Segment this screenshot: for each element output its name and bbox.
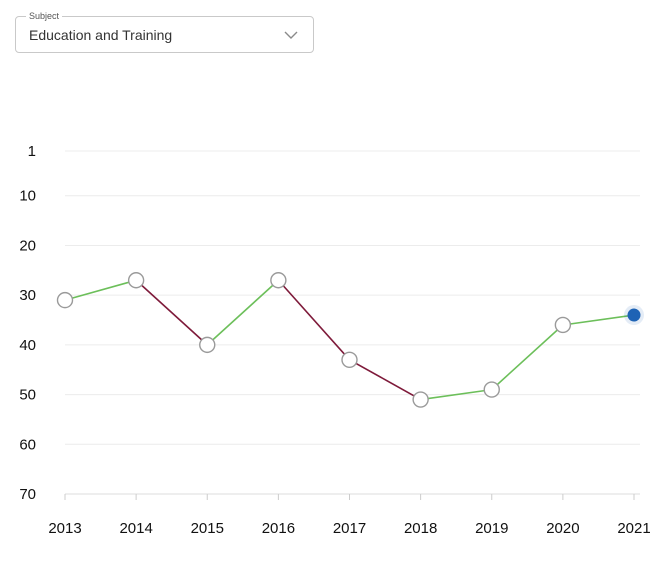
x-tick-label: 2020 xyxy=(546,520,579,537)
x-tick-label: 2019 xyxy=(475,520,508,537)
data-point[interactable] xyxy=(412,391,429,408)
x-tick-label: 2015 xyxy=(191,520,224,537)
subject-select-value: Education and Training xyxy=(29,27,173,43)
y-tick-label: 40 xyxy=(19,337,36,354)
line-segment xyxy=(135,279,208,346)
x-tick-label: 2017 xyxy=(333,520,366,537)
data-point[interactable] xyxy=(341,351,358,368)
y-tick-label: 20 xyxy=(19,237,36,254)
data-point[interactable] xyxy=(199,336,216,354)
data-point[interactable] xyxy=(554,316,572,334)
line-segment xyxy=(349,359,422,401)
x-tick-label: 2018 xyxy=(404,520,437,537)
line-segment xyxy=(277,279,351,361)
data-point[interactable] xyxy=(56,291,74,309)
line-segment xyxy=(491,324,564,391)
x-axis: 2013 2014 2015 2016 2017 2018 2019 2020 2021 xyxy=(48,493,651,537)
data-point[interactable] xyxy=(127,272,145,289)
chart-lines xyxy=(64,279,635,401)
y-tick-label: 1 xyxy=(28,143,36,160)
subject-select[interactable]: Subject Education and Training xyxy=(15,10,314,53)
chevron-down-icon[interactable] xyxy=(283,28,299,40)
x-tick-label: 2013 xyxy=(48,520,81,537)
x-tick-label: 2021 xyxy=(617,520,650,537)
line-segment xyxy=(206,279,279,346)
y-tick-label: 50 xyxy=(19,387,36,404)
y-tick-label: 10 xyxy=(19,188,36,205)
y-tick-label: 70 xyxy=(19,486,36,503)
data-point[interactable] xyxy=(270,272,287,289)
y-tick-label: 30 xyxy=(19,287,36,304)
line-segment xyxy=(420,388,492,401)
x-tick-label: 2014 xyxy=(119,520,152,537)
subject-select-label: Subject xyxy=(26,10,63,22)
x-tick-label: 2016 xyxy=(262,520,295,537)
y-tick-label: 60 xyxy=(19,436,36,453)
y-axis: 1 10 20 30 40 50 60 70 xyxy=(19,143,36,503)
data-point-current[interactable] xyxy=(627,308,641,322)
line-segment xyxy=(64,279,137,301)
data-point[interactable] xyxy=(483,381,500,398)
line-segment xyxy=(562,314,635,326)
chart-grid xyxy=(65,150,640,445)
chart-points xyxy=(56,272,644,408)
